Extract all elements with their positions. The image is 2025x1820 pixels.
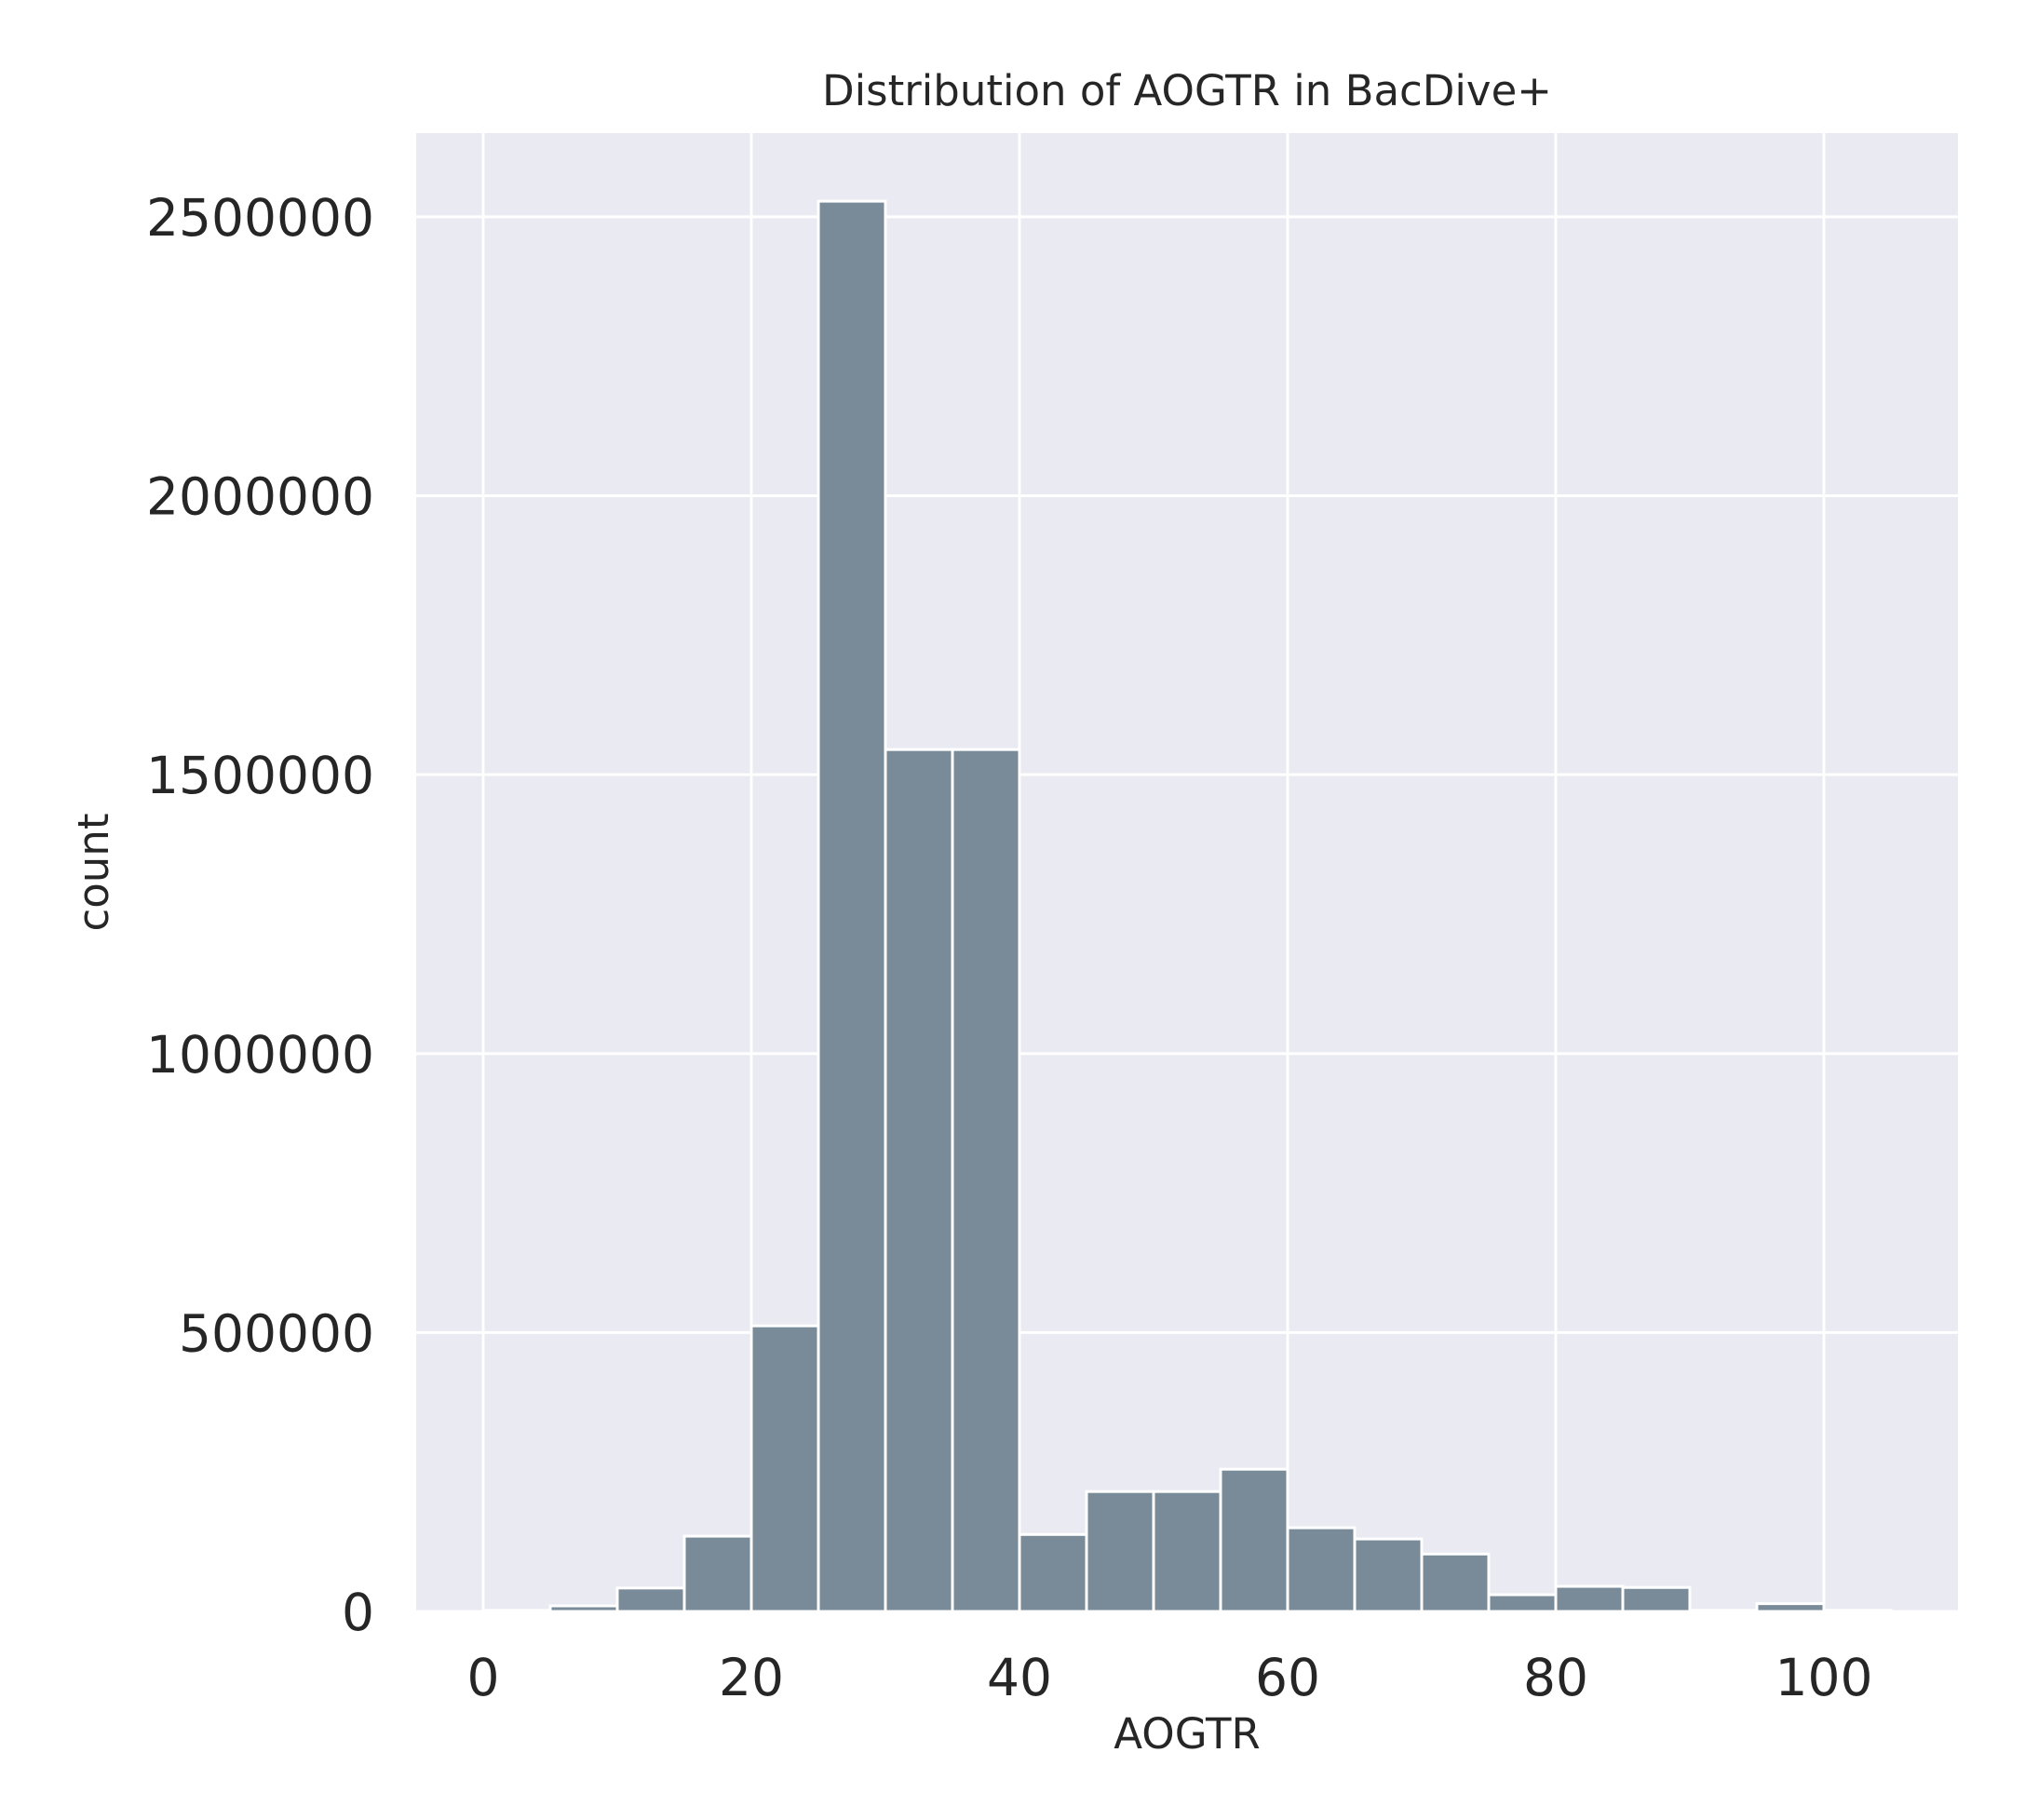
grid-lines — [416, 133, 1958, 1613]
histogram-bar — [1420, 1552, 1491, 1613]
x-tick-label: 0 — [467, 1648, 500, 1707]
histogram-bar — [682, 1534, 753, 1613]
x-tick-label: 40 — [987, 1648, 1052, 1707]
histogram-bar — [1487, 1593, 1558, 1613]
x-tick-label: 100 — [1775, 1648, 1873, 1707]
y-axis-label: count — [69, 814, 118, 932]
histogram-bar — [1621, 1585, 1692, 1613]
histogram-bar — [817, 199, 887, 1613]
chart-title: Distribution of AOGTR in BacDive+ — [822, 66, 1552, 115]
x-tick-labels: 0 20 40 60 80 100 — [467, 1648, 1873, 1707]
histogram-bar — [1085, 1490, 1155, 1613]
y-tick-label: 1500000 — [146, 746, 374, 805]
x-axis-label: AOGTR — [1114, 1709, 1260, 1759]
y-tick-label: 500000 — [179, 1303, 374, 1363]
histogram-bar — [1219, 1467, 1289, 1613]
y-tick-label: 1000000 — [146, 1025, 374, 1085]
plot-area — [416, 133, 1958, 1611]
histogram-bar — [1554, 1584, 1625, 1613]
y-tick-label: 2000000 — [146, 467, 374, 527]
histogram-bar — [749, 1324, 820, 1613]
histogram-bar — [615, 1586, 686, 1613]
histogram-bar — [951, 748, 1021, 1613]
histogram-bar — [1018, 1532, 1088, 1613]
histogram-bar — [1286, 1526, 1357, 1613]
histogram-bar — [1353, 1537, 1424, 1613]
x-tick-label: 80 — [1523, 1648, 1588, 1707]
histogram-bar — [1755, 1602, 1826, 1613]
x-tick-label: 20 — [719, 1648, 784, 1707]
y-tick-labels: 0 500000 1000000 1500000 2000000 2500000 — [146, 188, 374, 1642]
y-tick-label: 0 — [342, 1583, 374, 1642]
histogram-bar — [884, 748, 954, 1613]
x-tick-label: 60 — [1255, 1648, 1320, 1707]
histogram-bar — [1152, 1490, 1222, 1613]
histogram-bar — [548, 1604, 619, 1613]
bars — [481, 199, 1893, 1613]
y-tick-label: 2500000 — [146, 188, 374, 248]
